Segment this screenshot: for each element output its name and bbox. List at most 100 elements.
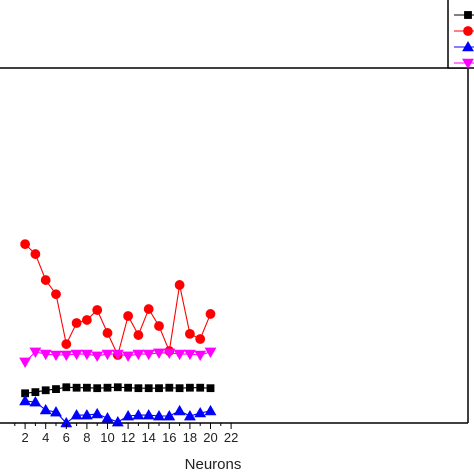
data-point xyxy=(142,349,155,361)
legend-item xyxy=(454,40,474,52)
data-point xyxy=(91,407,104,419)
data-point xyxy=(204,347,217,358)
data-point xyxy=(39,403,52,415)
x-axis-title: Neurons xyxy=(185,456,242,473)
data-point xyxy=(29,396,42,407)
data-point xyxy=(40,275,51,285)
data-point xyxy=(111,349,124,361)
x-tick-label: 14 xyxy=(141,430,155,445)
series-square xyxy=(21,383,215,398)
data-point xyxy=(30,249,41,259)
data-point xyxy=(50,406,62,417)
data-point xyxy=(51,289,61,300)
data-point xyxy=(196,383,205,392)
data-point xyxy=(70,349,83,361)
data-point xyxy=(165,383,174,392)
x-tick-label: 20 xyxy=(203,430,217,445)
data-point xyxy=(82,315,92,325)
data-point xyxy=(163,348,176,359)
data-point xyxy=(155,384,163,393)
data-point xyxy=(80,409,93,420)
x-tick-label: 8 xyxy=(83,430,90,445)
legend-marker xyxy=(463,26,473,36)
x-tick-label: 18 xyxy=(183,430,197,445)
x-tick-label: 4 xyxy=(42,430,49,445)
data-point xyxy=(143,304,154,314)
data-point xyxy=(29,347,42,358)
data-point xyxy=(62,383,71,392)
data-point xyxy=(186,383,194,392)
series-circle xyxy=(20,239,216,360)
x-tick-label: 2 xyxy=(21,430,28,445)
data-point xyxy=(50,350,62,362)
x-tick-label: 22 xyxy=(224,430,238,445)
data-point xyxy=(83,383,91,392)
data-point xyxy=(194,406,207,418)
data-point xyxy=(134,384,143,393)
data-point xyxy=(19,357,32,368)
data-point xyxy=(103,383,112,392)
legend-marker xyxy=(462,58,474,70)
legend-item xyxy=(454,11,474,19)
data-point xyxy=(163,410,176,421)
data-point xyxy=(195,334,206,344)
series-line xyxy=(24,243,212,357)
data-point xyxy=(142,409,155,420)
legend-item xyxy=(454,58,474,70)
data-point xyxy=(70,409,83,420)
data-point xyxy=(20,239,30,250)
data-point xyxy=(101,349,114,361)
data-point xyxy=(39,349,52,361)
data-point xyxy=(124,383,132,392)
data-point xyxy=(153,348,165,359)
data-point xyxy=(122,410,135,421)
series-triangle-up xyxy=(19,394,217,428)
data-point xyxy=(204,404,217,416)
series-group xyxy=(19,239,217,428)
x-axis-ticks: 2 4 6 8 10 12 14 16 18 20 22 xyxy=(14,423,238,445)
data-point xyxy=(154,321,164,331)
x-tick-label: 16 xyxy=(162,430,176,445)
x-tick-label: 10 xyxy=(100,430,114,445)
legend-marker xyxy=(462,40,474,52)
data-point xyxy=(92,305,103,315)
series-triangle-down xyxy=(19,347,217,368)
data-point xyxy=(80,349,93,361)
plot-frame xyxy=(0,67,469,424)
data-point xyxy=(153,410,165,421)
data-point xyxy=(19,394,32,406)
data-point xyxy=(113,383,122,392)
data-point xyxy=(101,412,114,423)
data-point xyxy=(41,386,50,395)
data-point xyxy=(91,351,104,362)
legend-marker xyxy=(464,11,472,19)
data-point xyxy=(52,385,60,394)
data-point xyxy=(31,388,40,397)
data-point xyxy=(183,349,196,361)
data-point xyxy=(175,384,184,393)
data-point xyxy=(132,349,145,361)
x-tick-label: 12 xyxy=(121,430,135,445)
data-point xyxy=(61,339,72,349)
legend xyxy=(447,0,474,70)
data-point xyxy=(122,351,135,362)
data-point xyxy=(60,350,73,362)
data-point xyxy=(93,384,102,393)
data-point xyxy=(173,349,186,361)
data-point xyxy=(133,330,144,340)
data-point xyxy=(205,309,216,319)
data-point xyxy=(123,311,134,321)
data-point xyxy=(173,404,186,416)
data-point xyxy=(183,410,196,421)
data-point xyxy=(132,409,145,420)
legend-item xyxy=(454,26,474,36)
data-point xyxy=(184,328,195,339)
data-point xyxy=(72,383,81,392)
data-point xyxy=(102,328,113,338)
data-point xyxy=(144,384,153,393)
data-point xyxy=(111,416,124,427)
data-point xyxy=(194,350,207,362)
data-point xyxy=(174,280,185,290)
data-point xyxy=(206,384,215,393)
